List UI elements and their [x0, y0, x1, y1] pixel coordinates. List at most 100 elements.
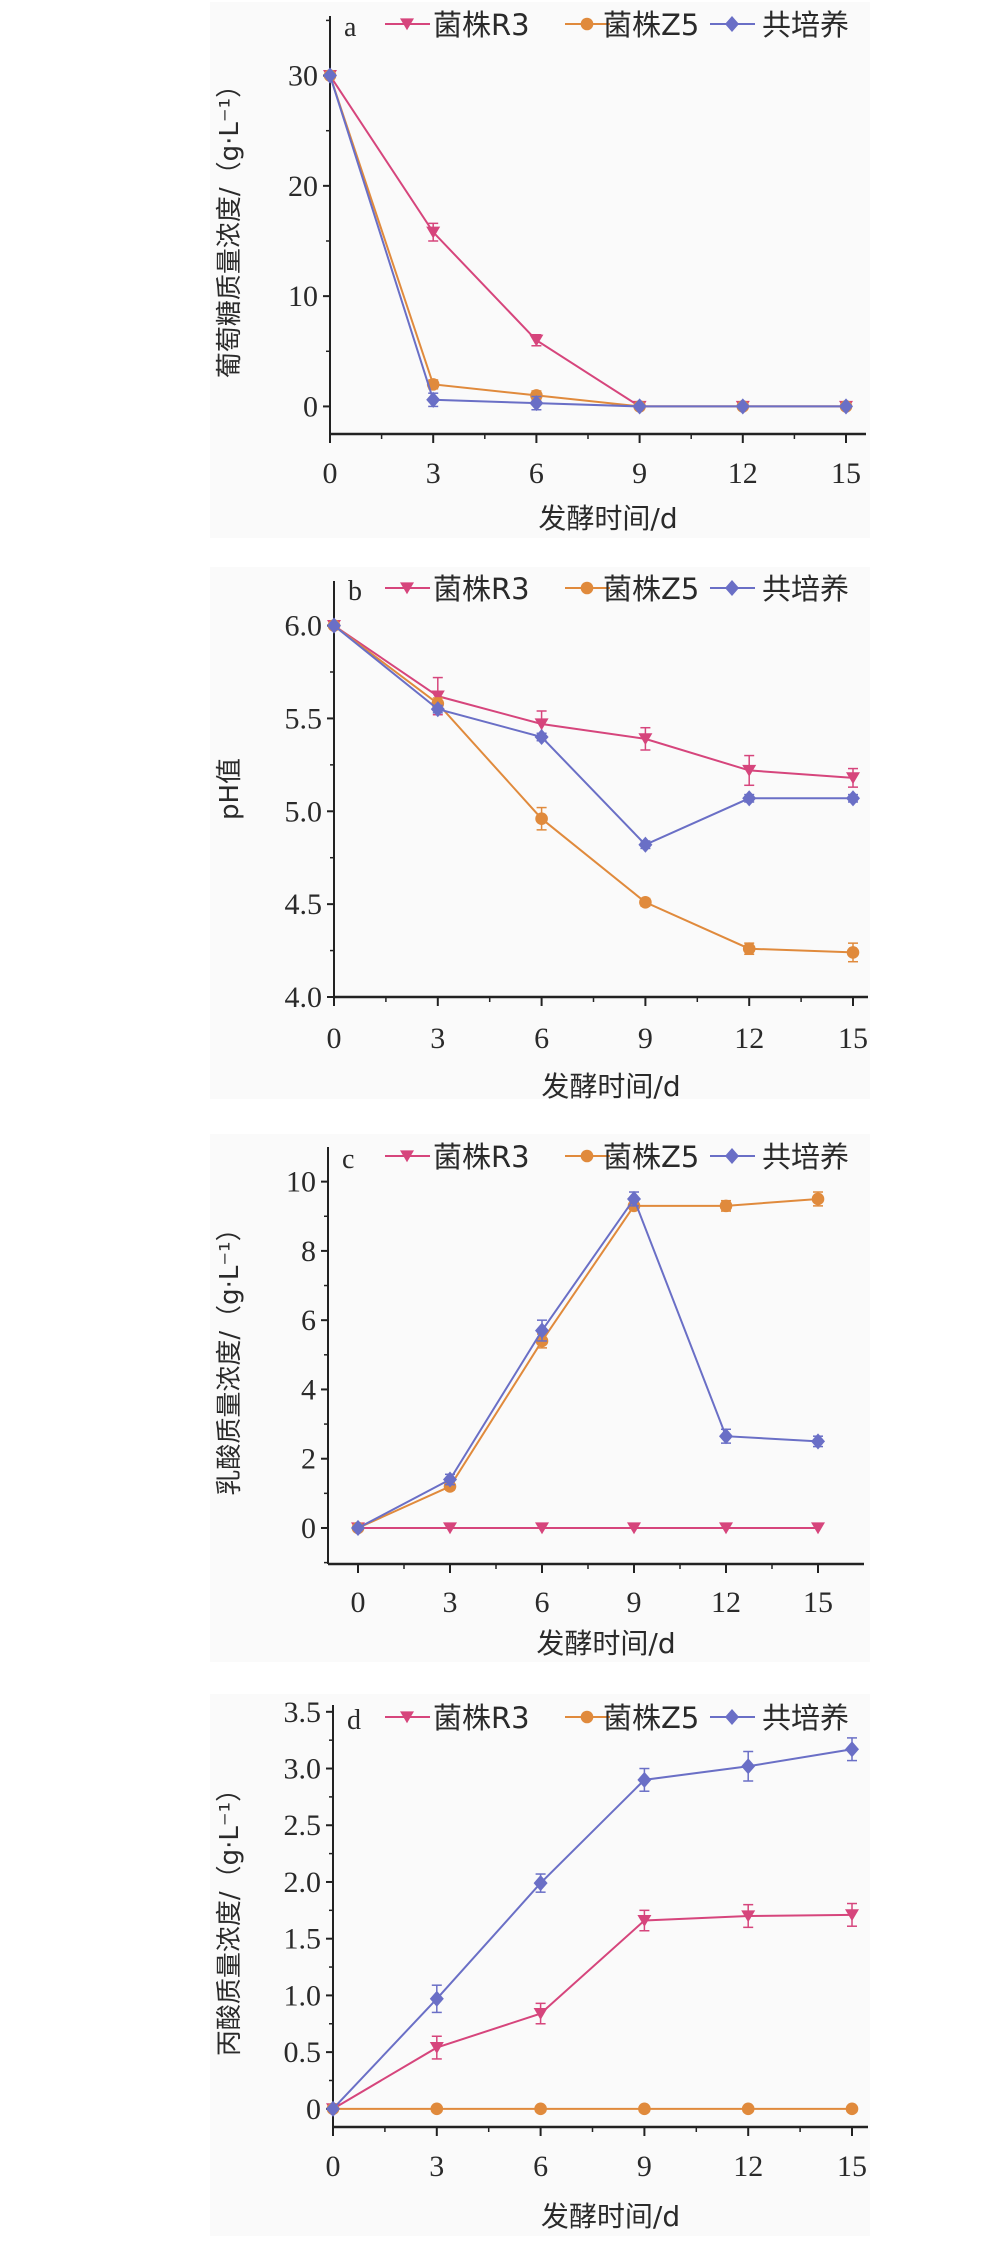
- legend-label-R3: 菌株R3: [433, 1140, 530, 1174]
- data-point: [426, 391, 441, 408]
- series-line: [357, 1196, 819, 1529]
- panel-a: 0 10 20 30 0 3 6 9 12 15 发酵时间/d 葡萄糖质量浓度/（g·L⁻¹） a 菌株R…: [210, 2, 870, 538]
- y-axis-label: pH值: [215, 758, 245, 820]
- data-point: [742, 764, 757, 777]
- y-tick-label: 10: [286, 1166, 316, 1199]
- legend-marker-Z5: [580, 581, 594, 595]
- data-point: [741, 2102, 755, 2116]
- y-tick-label: 3.0: [284, 1753, 322, 1786]
- data-point: [846, 772, 860, 785]
- legend-label-Z5: 菌株Z5: [603, 8, 699, 42]
- x-tick-label: 12: [733, 2150, 763, 2183]
- data-point: [639, 895, 652, 909]
- series-line: [333, 624, 853, 846]
- data-point: [533, 1875, 548, 1892]
- series-co: [327, 617, 860, 853]
- x-axis-label: 发酵时间/d: [538, 502, 677, 535]
- x-tick-label: 12: [734, 1022, 764, 1055]
- y-tick-label: 0.5: [284, 2036, 322, 2069]
- data-point: [429, 2041, 444, 2054]
- panel-background: [210, 1134, 870, 1662]
- x-tick-label: 6: [534, 1022, 549, 1055]
- legend-label-Z5: 菌株Z5: [603, 572, 699, 606]
- legend-label-R3: 菌株R3: [433, 572, 530, 606]
- legend-marker-Z5: [580, 1149, 594, 1163]
- data-point: [845, 2102, 859, 2116]
- y-tick-label: 6: [301, 1304, 316, 1337]
- legend: c 菌株R3 菌株Z5 共培养: [342, 1140, 849, 1175]
- x-tick-label: 15: [831, 457, 861, 490]
- data-point: [535, 1522, 549, 1535]
- y-axis-label: 丙酸质量浓度/（g·L⁻¹）: [215, 1776, 245, 2056]
- x-tick-label: 0: [351, 1586, 366, 1619]
- x-tick-label: 0: [326, 2150, 341, 2183]
- panel-background: [210, 2, 870, 538]
- legend-label-R3: 菌株R3: [433, 8, 530, 42]
- data-point: [719, 1522, 733, 1535]
- x-tick-label: 15: [803, 1586, 833, 1619]
- data-point: [443, 1471, 457, 1488]
- x-tick-label: 0: [323, 457, 338, 490]
- legend-marker-R3: [400, 18, 414, 31]
- series-co: [323, 67, 853, 415]
- series-co: [326, 1737, 859, 2117]
- x-tick-label: 9: [632, 457, 647, 490]
- data-point: [811, 1433, 825, 1450]
- series-line: [357, 1197, 819, 1529]
- series-line: [333, 624, 854, 954]
- data-point: [327, 617, 341, 634]
- x-tick-label: 6: [529, 457, 544, 490]
- data-point: [529, 334, 544, 347]
- data-point: [839, 398, 853, 415]
- panel-label: a: [344, 12, 357, 43]
- x-tick-label: 6: [533, 2150, 548, 2183]
- x-tick-label: 9: [638, 1022, 653, 1055]
- data-point: [735, 398, 750, 415]
- y-axis-label: 葡萄糖质量浓度/（g·L⁻¹）: [215, 72, 245, 378]
- data-point: [443, 1522, 457, 1535]
- data-point: [534, 718, 549, 731]
- y-tick-label: 5.5: [285, 702, 323, 735]
- legend-label-R3: 菌株R3: [433, 1701, 530, 1735]
- legend-marker-co: [725, 1147, 739, 1165]
- x-axis-label: 发酵时间/d: [536, 1627, 675, 1660]
- data-point: [430, 690, 445, 703]
- data-point: [845, 1909, 859, 1922]
- x-tick-label: 12: [728, 457, 758, 490]
- series-R3: [326, 1902, 859, 2116]
- legend-marker-co: [725, 579, 739, 597]
- panel-d: 0 0.5 1.0 1.5 2.0 2.5 3.0 3.5 0 3 6 9 12 15 发酵时间/d 丙酸质量…: [210, 1694, 870, 2236]
- data-point: [742, 790, 757, 807]
- data-point: [351, 1519, 365, 1537]
- data-point: [638, 836, 653, 853]
- x-tick-label: 6: [535, 1586, 550, 1619]
- data-point: [632, 398, 647, 415]
- y-tick-label: 20: [288, 170, 318, 203]
- y-tick-label: 5.0: [285, 795, 323, 828]
- data-point: [638, 2102, 651, 2116]
- panel-b: 4.0 4.5 5.0 5.5 6.0 0 3 6 9 12 15 发酵时间/d pH值 b 菌株R3 菌株Z…: [210, 567, 870, 1103]
- data-point: [429, 1990, 444, 2007]
- y-tick-label: 1.5: [284, 1923, 322, 1956]
- legend-label-co: 共培养: [762, 572, 849, 606]
- y-tick-label: 3.5: [284, 1696, 322, 1729]
- data-point: [430, 2102, 444, 2116]
- y-tick-label: 2: [301, 1443, 316, 1476]
- legend-marker-R3: [400, 1711, 414, 1724]
- legend-label-Z5: 菌株Z5: [603, 1140, 699, 1174]
- series-line: [329, 75, 846, 408]
- y-tick-label: 0: [301, 1512, 316, 1545]
- y-tick-label: 6.0: [285, 610, 323, 643]
- y-tick-label: 0: [303, 390, 318, 423]
- legend-marker-R3: [400, 1150, 414, 1163]
- y-tick-label: 0: [306, 2093, 321, 2126]
- data-point: [627, 1190, 641, 1208]
- y-tick-label: 4: [301, 1373, 316, 1406]
- data-point: [529, 395, 544, 412]
- legend: b 菌株R3 菌株Z5 共培养: [348, 572, 849, 607]
- data-point: [637, 1914, 652, 1927]
- series-line: [332, 1913, 853, 2110]
- y-tick-label: 1.0: [284, 1979, 322, 2012]
- data-point: [719, 1199, 733, 1213]
